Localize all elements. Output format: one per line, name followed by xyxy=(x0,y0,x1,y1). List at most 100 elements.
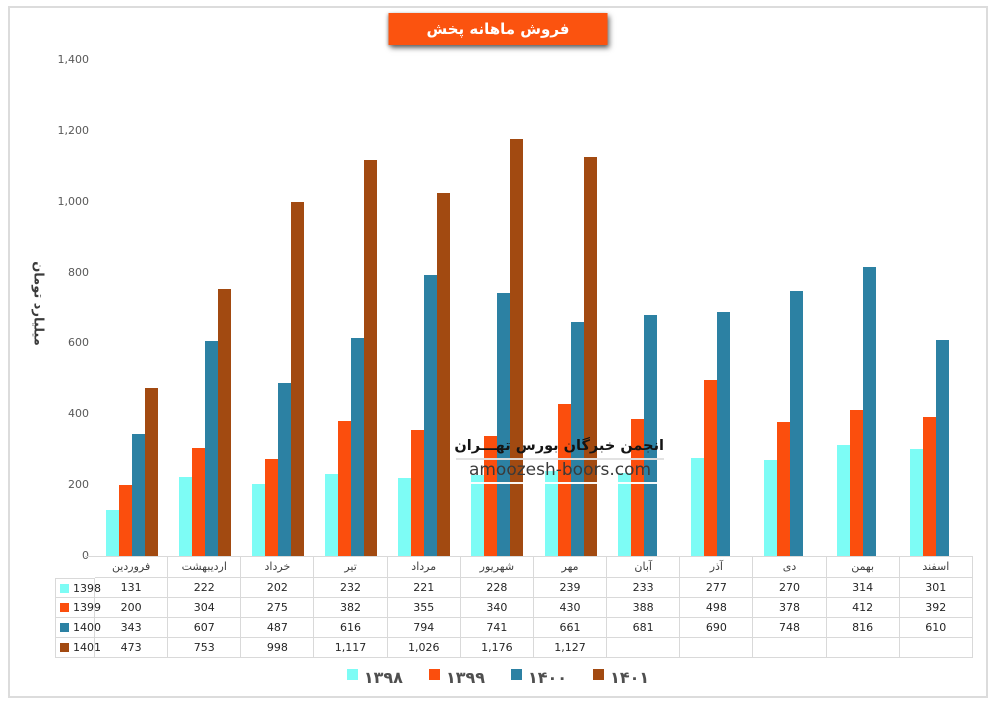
bar-1401-تیر xyxy=(364,160,378,556)
table-cell-1400-مهر: 661 xyxy=(533,618,608,638)
table-cell-1399-دی: 378 xyxy=(753,598,827,618)
table-row-label-1398: 1398 xyxy=(73,581,101,595)
bar-1398-بهمن xyxy=(837,445,851,556)
table-cell-1400-فروردین: 343 xyxy=(95,618,169,638)
table-row-header-1399: 1399 xyxy=(55,598,101,618)
legend-color-key-1399 xyxy=(428,669,440,680)
table-cell-1401-مهر: 1,127 xyxy=(533,638,608,658)
table-cell-1398-تیر: 232 xyxy=(314,578,388,598)
bar-1400-تیر xyxy=(351,338,365,556)
bar-1399-دی xyxy=(777,422,791,556)
table-cell-1398-اسفند: 301 xyxy=(899,578,973,598)
bar-1400-دی xyxy=(790,291,804,556)
table-cell-1399-آبان: 388 xyxy=(607,598,681,618)
table-col-header-فروردین: فروردین xyxy=(95,556,169,578)
bar-group-شهریور xyxy=(461,60,534,556)
watermark-divider-line xyxy=(456,458,664,460)
bar-1400-اردیبهشت xyxy=(204,341,218,556)
bar-group-اسفند xyxy=(900,60,973,556)
bar-1398-مرداد xyxy=(398,478,412,556)
watermark-domain-box: amoozesh-boors.com xyxy=(458,460,662,484)
bar-1400-بهمن xyxy=(863,267,877,556)
bar-1399-آبان xyxy=(630,419,644,556)
table-cell-1400-اردیبهشت: 607 xyxy=(168,618,242,638)
table-cell-1398-آبان: 233 xyxy=(607,578,681,598)
legend-label-1399: ۱۳۹۹ xyxy=(445,668,485,687)
legend-label-1401: ۱۴۰۱ xyxy=(610,668,650,687)
table-cell-1399-تیر: 382 xyxy=(314,598,388,618)
table-cell-1401-دی xyxy=(753,638,827,658)
bar-1398-آذر xyxy=(690,458,704,556)
watermark-persian-text: انجمن خبرگان بورس تهـــران xyxy=(454,438,664,454)
bar-1398-اسفند xyxy=(910,449,924,556)
legend-color-key-1401 xyxy=(593,669,605,680)
table-col-header-تیر: تیر xyxy=(314,556,388,578)
table-cell-1400-آبان: 681 xyxy=(607,618,681,638)
bar-group-دی xyxy=(754,60,827,556)
y-tick-label-200: 200 xyxy=(68,478,89,492)
table-col-header-بهمن: بهمن xyxy=(826,556,900,578)
legend-item-1401: ۱۴۰۱ xyxy=(593,668,649,687)
legend-color-key-1400 xyxy=(511,669,522,680)
legend-item-1399: ۱۳۹۹ xyxy=(428,668,485,687)
bar-1401-شهریور xyxy=(510,139,524,556)
table-row-label-1401: 1401 xyxy=(73,641,101,654)
bar-1398-خرداد xyxy=(251,484,265,556)
table-cell-1398-مرداد: 221 xyxy=(387,578,461,598)
legend-key-1401 xyxy=(60,643,69,652)
legend-key-1399 xyxy=(60,603,69,612)
y-tick-label-400: 400 xyxy=(68,407,89,421)
bar-1400-آبان xyxy=(643,315,657,556)
bar-1401-مرداد xyxy=(437,193,451,556)
table-row-label-1400: 1400 xyxy=(73,621,101,634)
legend-key-1398 xyxy=(60,583,69,593)
bar-1399-آذر xyxy=(703,380,717,556)
legend-key-1400 xyxy=(60,623,69,632)
table-cell-1401-آذر xyxy=(680,638,754,658)
table-cell-1399-اسفند: 392 xyxy=(899,598,973,618)
table-corner-cell xyxy=(55,556,95,578)
legend-label-1398: ۱۳۹۸ xyxy=(363,668,403,687)
chart-legend: ۱۳۹۸ ۱۳۹۹ ۱۴۰۰ ۱۴۰۱ xyxy=(0,668,996,687)
bar-group-آذر xyxy=(680,60,753,556)
legend-item-1400: ۱۴۰۰ xyxy=(511,668,567,687)
table-cell-1400-شهریور: 741 xyxy=(460,618,534,638)
table-row-header-1400: 1400 xyxy=(55,618,101,638)
table-cell-1401-خرداد: 998 xyxy=(241,638,315,658)
table-col-header-اسفند: اسفند xyxy=(899,556,973,578)
table-col-header-آبان: آبان xyxy=(607,556,681,578)
watermark-domain-text: amoozesh-boors.com xyxy=(468,460,652,480)
y-tick-label-600: 600 xyxy=(68,336,89,350)
bar-1400-مهر xyxy=(570,322,584,556)
table-cell-1401-بهمن xyxy=(826,638,900,658)
chart-frame xyxy=(8,6,988,698)
bar-1398-تیر xyxy=(325,474,339,556)
bar-1399-مهر xyxy=(557,404,571,556)
bar-1398-آبان xyxy=(617,473,631,556)
bar-group-مرداد xyxy=(388,60,461,556)
table-cell-1398-اردیبهشت: 222 xyxy=(168,578,242,598)
bar-1400-شهریور xyxy=(497,293,511,556)
x-axis-line xyxy=(85,556,973,557)
table-cell-1399-آذر: 498 xyxy=(680,598,754,618)
bar-1398-مهر xyxy=(544,471,558,556)
table-col-header-آذر: آذر xyxy=(680,556,754,578)
table-cell-1401-فروردین: 473 xyxy=(95,638,169,658)
bar-1401-فروردین xyxy=(144,388,158,556)
watermark: انجمن خبرگان بورس تهـــران amoozesh-boor… xyxy=(454,438,664,484)
y-tick-label-800: 800 xyxy=(68,265,89,279)
table-cell-1400-مرداد: 794 xyxy=(387,618,461,638)
table-cell-1398-دی: 270 xyxy=(753,578,827,598)
table-cell-1399-مهر: 430 xyxy=(533,598,608,618)
bar-1400-خرداد xyxy=(277,383,291,556)
bar-1398-دی xyxy=(764,460,778,556)
table-col-header-مرداد: مرداد xyxy=(387,556,461,578)
bar-group-مهر xyxy=(534,60,607,556)
chart-title-badge: فروش ماهانه پخش xyxy=(388,13,608,45)
table-cell-1398-خرداد: 202 xyxy=(241,578,315,598)
y-tick-label-1000: 1,000 xyxy=(57,194,90,208)
table-cell-1398-شهریور: 228 xyxy=(460,578,534,598)
table-cell-1399-فروردین: 200 xyxy=(95,598,169,618)
y-tick-label-1200: 1,200 xyxy=(57,123,90,137)
